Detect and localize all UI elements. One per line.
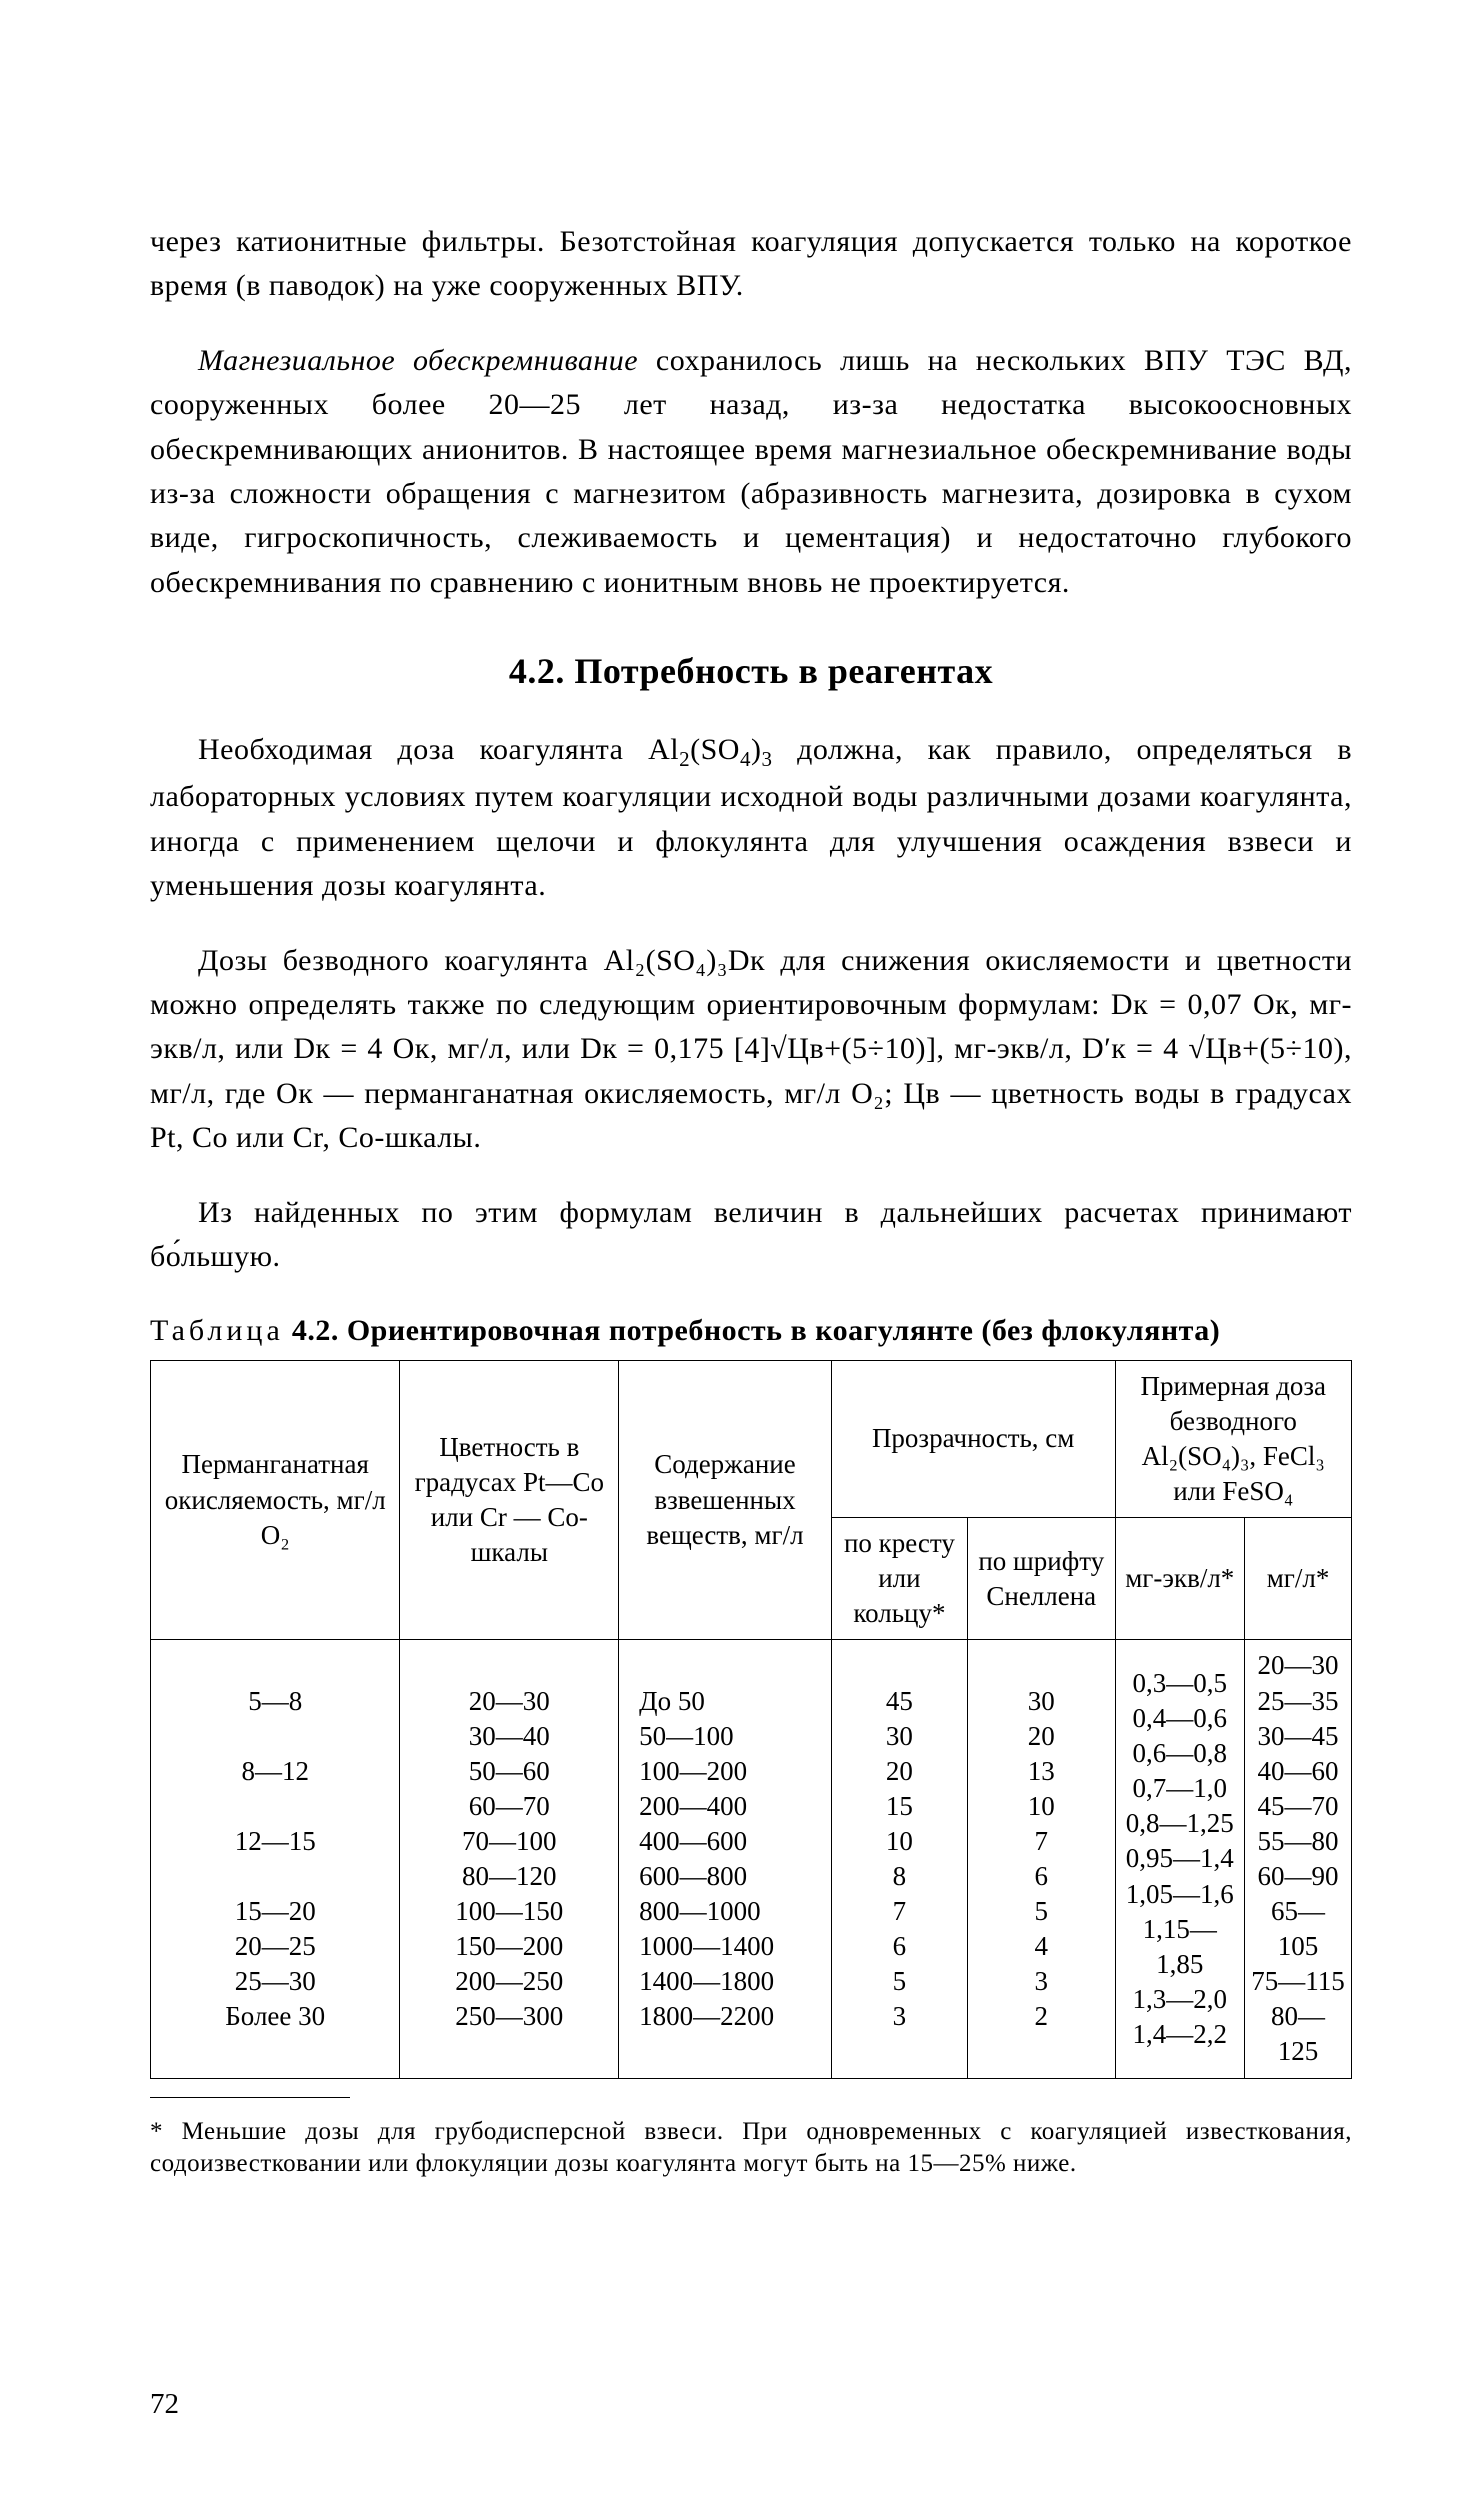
paragraph-5: Из найденных по этим формулам величин в … <box>150 1191 1352 1280</box>
text: ) <box>751 733 762 766</box>
cell: 20—3030—4050—6060—7070—10080—120100—1501… <box>400 1640 619 2078</box>
text: Таблица <box>150 1314 284 1347</box>
th-oxidizability: Перманганатная окисляемость, мг/л O₂ <box>151 1360 400 1640</box>
coagulant-table: Перманганатная окисляемость, мг/л O₂ Цве… <box>150 1360 1352 2079</box>
th-mgl: мг/л* <box>1245 1518 1352 1640</box>
cell: 453020151087653 <box>831 1640 967 2078</box>
th-dose: Примерная доза безводного Al₂(SO₄)₃, FeC… <box>1115 1360 1351 1517</box>
cell: До 5050—100100—200200—400400—600600—8008… <box>619 1640 832 2078</box>
paragraph-1: через катионитные фильтры. Безотстойная … <box>150 220 1352 309</box>
th-color: Цветность в градусах Pt—Co или Cr — Co-ш… <box>400 1360 619 1640</box>
cell: 20—3025—3530—4540—6045—7055—8060—9065—10… <box>1245 1640 1352 2078</box>
cell: 0,3—0,50,4—0,60,6—0,80,7—1,00,8—1,250,95… <box>1115 1640 1245 2078</box>
text-italic: Магнезиальное обескремнивание <box>198 344 638 377</box>
text: Из найденных по этим формулам величин в … <box>150 1196 1352 1273</box>
text: 4.2. Ориентировочная потребность в коагу… <box>284 1314 1220 1347</box>
text: (SO <box>690 733 740 766</box>
table-header-row: Перманганатная окисляемость, мг/л O₂ Цве… <box>151 1360 1352 1517</box>
paragraph-4: Дозы безводного коагулянта Al₂(SO₄)₃Dк д… <box>150 939 1352 1161</box>
th-cross-ring: по кресту или кольцу* <box>831 1518 967 1640</box>
footnote-rule <box>150 2097 350 2098</box>
text: Необходимая доза коагулянта Al <box>198 733 679 766</box>
section-heading: 4.2. Потребность в реагентах <box>150 645 1352 698</box>
paragraph-3: Необходимая доза коагулянта Al2(SO4)3 до… <box>150 728 1352 908</box>
text: сохранилось лишь на нескольких ВПУ ТЭС В… <box>150 344 1352 599</box>
page-number: 72 <box>150 2383 179 2426</box>
text: Дозы безводного коагулянта Al₂(SO₄)₃Dк д… <box>150 944 1352 1155</box>
th-transparency: Прозрачность, см <box>831 1360 1115 1517</box>
th-suspended: Содержание взвешенных веществ, мг/л <box>619 1360 832 1640</box>
table-row: 5—8 8—12 12—15 15—2020—2525—30Более 30 2… <box>151 1640 1352 2078</box>
page: через катионитные фильтры. Безотстойная … <box>0 0 1472 2496</box>
text: через катионитные фильтры. Безотстойная … <box>150 225 1352 302</box>
cell: 5—8 8—12 12—15 15—2020—2525—30Более 30 <box>151 1640 400 2078</box>
footnote: * Меньшие дозы для грубодисперсной взвес… <box>150 2116 1352 2181</box>
cell: 30201310765432 <box>968 1640 1116 2078</box>
table-caption: Таблица 4.2. Ориентировочная потребность… <box>150 1309 1352 1353</box>
th-snellen: по шрифту Снеллена <box>968 1518 1116 1640</box>
paragraph-2: Магнезиальное обескремнивание сохранилос… <box>150 339 1352 605</box>
text: * Меньшие дозы для грубодисперсной взвес… <box>150 2118 1352 2178</box>
th-mgeq: мг-экв/л* <box>1115 1518 1245 1640</box>
